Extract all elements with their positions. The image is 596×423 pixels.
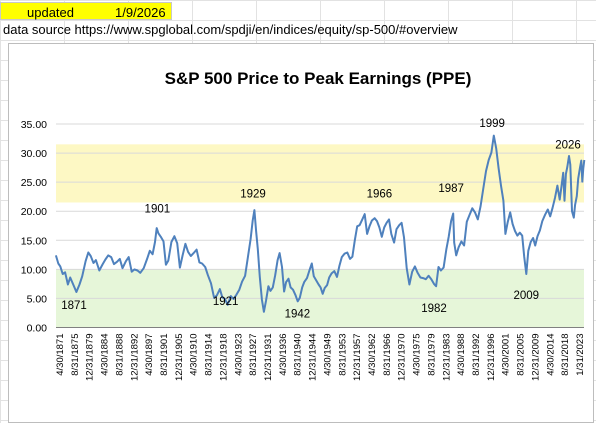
- annotation-label: 1942: [285, 309, 311, 321]
- x-tick-label: 4/30/1988: [456, 334, 467, 376]
- x-tick-label: 8/31/1940: [293, 334, 304, 376]
- series-layer: [54, 134, 586, 313]
- chart-title: S&P 500 Price to Peak Earnings (PPE): [165, 69, 472, 88]
- x-tick-label: 4/30/2014: [545, 334, 556, 376]
- annotation-label: 1901: [145, 203, 171, 215]
- y-tick-labels: 0.00 5.00 10.00 15.00 20.00 25.00 30.00 35.00: [21, 119, 47, 335]
- band-layer: [56, 144, 584, 328]
- x-tick-labels: 4/30/1871 8/31/1875 12/31/1879 4/30/1884 8/3…: [55, 334, 586, 382]
- x-tick-label: 4/30/1884: [100, 334, 111, 376]
- annotation-label: 1999: [479, 118, 505, 130]
- x-tick-label: 1/31/2023: [575, 334, 586, 376]
- x-tick-label: 4/30/1949: [322, 334, 333, 376]
- x-tick-label: 8/31/2005: [516, 334, 527, 376]
- x-tick-label: 8/31/1953: [337, 334, 348, 376]
- annotation-label: 1871: [61, 300, 87, 312]
- annotation-label: 1966: [367, 188, 393, 200]
- updated-label: updated: [27, 5, 74, 20]
- annotation-label: 2026: [555, 139, 581, 151]
- data-source-cell[interactable]: data source https://www.spglobal.com/spd…: [3, 22, 458, 37]
- x-tick-label: 4/30/1897: [144, 334, 155, 376]
- y-tick-label: 5.00: [27, 293, 48, 305]
- y-tick-label: 15.00: [21, 235, 47, 247]
- updated-date: 1/9/2026: [115, 5, 166, 20]
- y-tick-label: 20.00: [21, 206, 47, 218]
- x-tick-label: 4/30/1923: [233, 334, 244, 376]
- x-tick-label: 12/31/1931: [263, 334, 274, 382]
- x-tick-label: 4/30/1910: [189, 334, 200, 376]
- x-tick-label: 8/31/2018: [560, 334, 571, 376]
- y-tick-label: 30.00: [21, 148, 47, 160]
- annotation-label: 1987: [438, 183, 464, 195]
- x-tick-label: 8/31/1875: [70, 334, 81, 376]
- x-tick-label: 4/30/1962: [367, 334, 378, 376]
- x-tick-label: 12/31/1944: [308, 334, 319, 382]
- x-tick-label: 12/31/2009: [530, 334, 541, 382]
- x-tick-label: 12/31/1970: [397, 334, 408, 382]
- chart-object[interactable]: S&P 500 Price to Peak Earnings (PPE) 0.0…: [8, 43, 594, 423]
- y-tick-label: 10.00: [21, 264, 47, 276]
- x-tick-label: 12/31/1879: [85, 334, 96, 382]
- x-tick-label: 8/31/1979: [426, 334, 437, 376]
- annotation-layer: 1871 1901 1921 1929 1942 1966 1982 1987 1999 2009…: [61, 118, 581, 321]
- ppe-series-line: [54, 134, 586, 313]
- x-tick-label: 12/31/1918: [218, 334, 229, 382]
- x-tick-label: 8/31/1992: [471, 334, 482, 376]
- y-tick-label: 0.00: [27, 323, 48, 335]
- x-tick-label: 8/31/1914: [204, 334, 215, 376]
- updated-cell[interactable]: updated 1/9/2026: [0, 2, 172, 20]
- y-tick-label: 35.00: [21, 119, 47, 131]
- y-tick-label: 25.00: [21, 177, 47, 189]
- x-tick-label: 12/31/1892: [129, 334, 140, 382]
- x-tick-label: 4/30/1975: [412, 334, 423, 376]
- annotation-label: 2009: [513, 290, 539, 302]
- x-tick-label: 8/31/1901: [159, 334, 170, 376]
- annotation-label: 1921: [213, 296, 239, 308]
- ppe-chart: S&P 500 Price to Peak Earnings (PPE) 0.0…: [21, 69, 586, 382]
- x-tick-label: 8/31/1927: [248, 334, 259, 376]
- header-row: updated 1/9/2026: [0, 0, 596, 20]
- x-tick-label: 8/31/1888: [114, 334, 125, 376]
- annotation-label: 1982: [421, 303, 447, 315]
- annotation-label: 1929: [240, 188, 266, 200]
- x-tick-label: 12/31/1996: [486, 334, 497, 382]
- x-tick-label: 12/31/1957: [352, 334, 363, 382]
- x-tick-label: 4/30/2001: [501, 334, 512, 376]
- x-tick-label: 12/31/1905: [174, 334, 185, 382]
- x-tick-label: 4/30/1871: [55, 334, 66, 376]
- x-tick-label: 12/31/1983: [441, 334, 452, 382]
- x-tick-label: 4/30/1936: [278, 334, 289, 376]
- x-tick-label: 8/31/1966: [382, 334, 393, 376]
